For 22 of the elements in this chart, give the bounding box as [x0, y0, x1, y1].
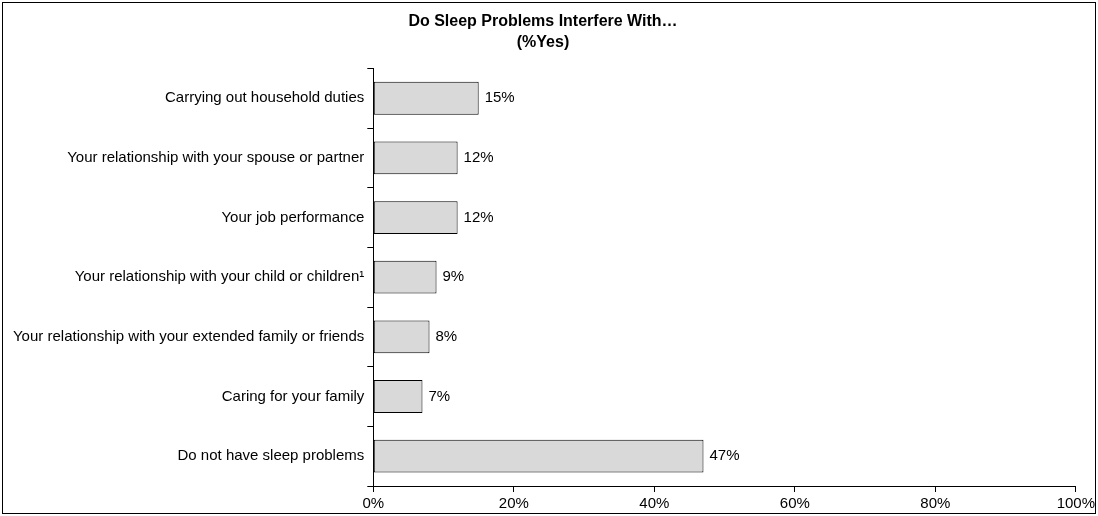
- chart-title: Do Sleep Problems Interfere With…: [408, 12, 678, 30]
- x-tick-label: 60%: [779, 494, 810, 512]
- x-tick-label: 100%: [1056, 494, 1096, 512]
- data-label: 47%: [709, 446, 740, 464]
- x-tick-label: 80%: [920, 494, 951, 512]
- y-tick-label: Do not have sleep problems: [177, 446, 365, 464]
- y-tick-label: Carrying out household duties: [165, 88, 365, 106]
- data-label: 9%: [442, 267, 465, 285]
- y-tick-label: Caring for your family: [221, 386, 365, 404]
- data-label: 15%: [484, 88, 515, 106]
- x-tick-label: 20%: [498, 494, 529, 512]
- data-label: 12%: [463, 148, 494, 166]
- y-tick-label: Your relationship with your child or children¹: [74, 267, 365, 285]
- y-tick-label: Your job performance: [221, 207, 365, 225]
- chart-subtitle: (%Yes): [516, 33, 570, 51]
- y-tick-label: Your relationship with your extended family or friends: [12, 327, 365, 344]
- data-label: 7%: [428, 386, 451, 404]
- data-label: 8%: [435, 327, 458, 344]
- y-tick-label: Your relationship with your spouse or partner: [67, 148, 365, 166]
- x-tick-label: 40%: [639, 494, 670, 512]
- x-tick-label: 0%: [362, 494, 385, 512]
- data-label: 12%: [463, 207, 494, 225]
